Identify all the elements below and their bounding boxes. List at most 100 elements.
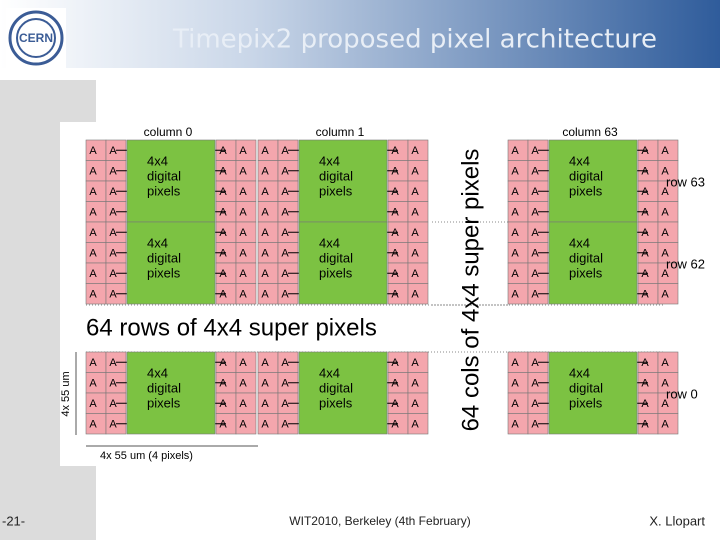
analog-label: A [391,357,399,369]
analog-label: A [109,186,117,198]
digital-label: digital [569,250,603,265]
digital-label: pixels [319,183,353,198]
diagram: column 0A A A AA A A AA A A AA A A A4x4digitalpixels… [60,125,705,462]
analog-label: A [531,227,539,239]
analog-label: A [411,398,419,410]
analog-label: A [239,186,247,198]
digital-label: 4x4 [569,365,590,380]
analog-label: A [641,268,649,280]
analog-label: A [511,289,519,301]
analog-label: A [511,419,519,431]
header-bar [0,0,720,68]
digital-block [126,351,216,435]
digital-block [548,351,638,435]
page-number: -21- [2,513,25,528]
analog-label: A [109,268,117,280]
analog-label: A [239,419,247,431]
dimension-horizontal: 4x 55 um (4 pixels) [100,450,193,462]
analog-label: A [261,357,269,369]
column-label: column 63 [562,125,618,139]
analog-label: A [391,186,399,198]
analog-label: A [641,357,649,369]
analog-label: A [411,145,419,157]
analog-label: A [641,289,649,301]
analog-label: A [531,398,539,410]
analog-label: A [239,357,247,369]
digital-block [126,139,216,223]
analog-label: A [281,207,289,219]
analog-label: A [661,166,669,178]
analog-label: A [89,289,97,301]
analog-label: A [261,248,269,260]
analog-label: A [391,398,399,410]
analog-label: A [239,268,247,280]
analog-label: A [531,207,539,219]
analog-label: A [109,357,117,369]
analog-label: A [89,419,97,431]
analog-label: A [239,145,247,157]
analog-label: A [109,207,117,219]
analog-label: A [511,357,519,369]
analog-label: A [661,145,669,157]
digital-label: 4x4 [569,153,590,168]
digital-label: digital [319,250,353,265]
analog-label: A [89,166,97,178]
analog-label: A [109,419,117,431]
analog-label: A [219,227,227,239]
analog-label: A [661,419,669,431]
analog-label: A [661,357,669,369]
digital-label: digital [569,380,603,395]
analog-cell [235,283,257,305]
analog-cell [407,413,429,435]
analog-label: A [219,357,227,369]
analog-label: A [411,289,419,301]
analog-label: A [641,398,649,410]
analog-label: A [239,378,247,390]
digital-label: 4x4 [147,235,168,250]
logo-ring [16,18,56,58]
analog-cell [657,283,679,305]
rows-caption: 64 rows of 4x4 super pixels [86,314,377,341]
analog-label: A [239,248,247,260]
slide-title: Timepix2 proposed pixel architecture [172,25,657,55]
analog-cell [657,413,679,435]
analog-label: A [531,357,539,369]
digital-block [548,221,638,305]
digital-label: pixels [147,265,181,280]
analog-label: A [531,248,539,260]
analog-label: A [661,227,669,239]
digital-label: pixels [569,395,603,410]
analog-label: A [109,227,117,239]
analog-label: A [261,398,269,410]
analog-label: A [391,207,399,219]
analog-label: A [261,268,269,280]
analog-label: A [281,378,289,390]
digital-label: digital [319,380,353,395]
analog-label: A [281,166,289,178]
digital-block [298,139,388,223]
analog-label: A [89,248,97,260]
analog-label: A [219,166,227,178]
analog-label: A [411,227,419,239]
analog-label: A [411,378,419,390]
logo: CERN [6,8,66,68]
logo-ring [8,10,64,66]
digital-block [298,351,388,435]
digital-label: pixels [569,265,603,280]
digital-label: 4x4 [147,153,168,168]
analog-label: A [219,248,227,260]
analog-label: A [281,289,289,301]
analog-label: A [511,268,519,280]
footer-author: X. Llopart [649,513,705,528]
analog-label: A [391,268,399,280]
analog-label: A [531,289,539,301]
dimension-vertical: 4x 55 um [60,371,72,416]
analog-label: A [411,166,419,178]
analog-label: A [411,248,419,260]
digital-label: 4x4 [147,365,168,380]
analog-label: A [109,378,117,390]
analog-label: A [511,207,519,219]
analog-label: A [411,207,419,219]
analog-label: A [281,186,289,198]
